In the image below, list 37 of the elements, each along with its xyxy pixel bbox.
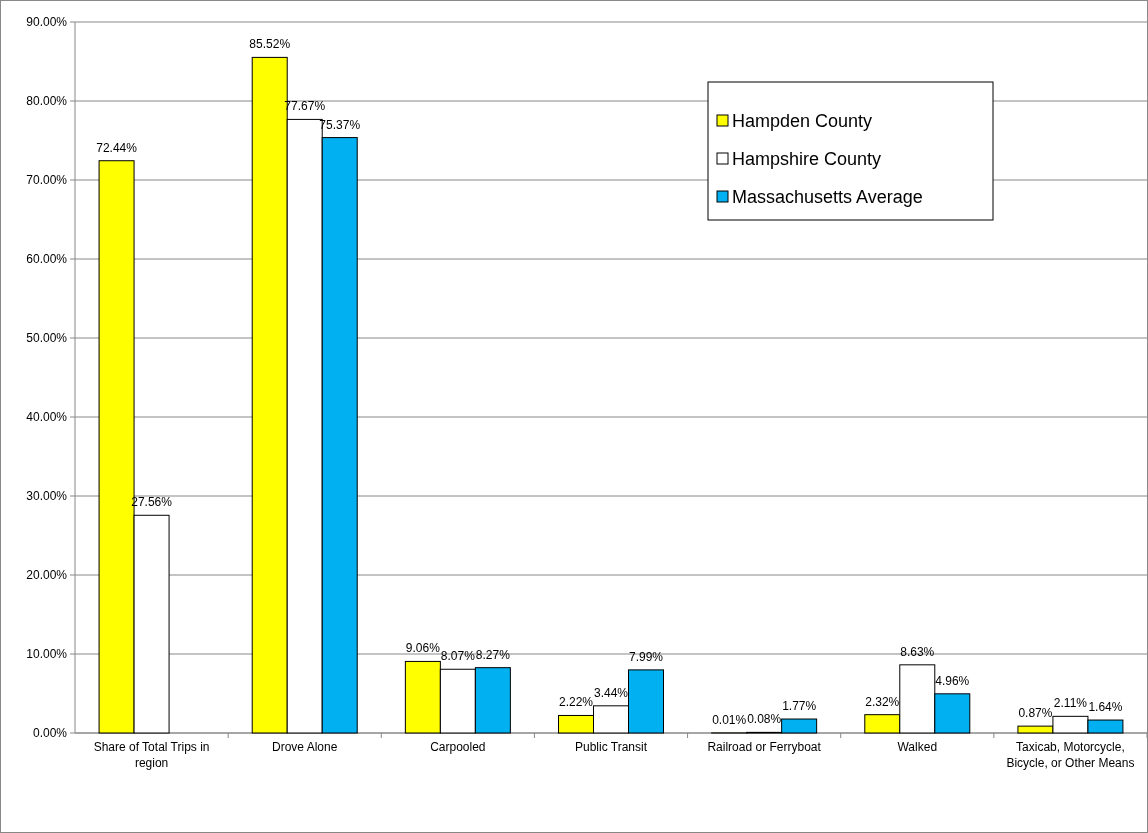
y-tick-label: 80.00%: [26, 94, 68, 109]
x-tick-label: Railroad or Ferryboat: [707, 740, 822, 754]
x-tick-label: Drove Alone: [272, 740, 338, 754]
x-tick-label: Carpooled: [430, 740, 486, 754]
data-label: 8.63%: [900, 644, 935, 659]
data-label: 0.01%: [712, 712, 747, 727]
data-label: 2.32%: [865, 694, 900, 709]
data-label: 1.77%: [782, 699, 817, 714]
data-label: 0.08%: [747, 712, 782, 727]
data-label: 3.44%: [593, 685, 629, 700]
legend-label: Hampden County: [732, 111, 873, 132]
data-label: 0.87%: [1018, 706, 1053, 721]
y-tick-label: 0.00%: [32, 726, 68, 741]
x-tick-label: Walked: [897, 740, 938, 754]
y-tick-label: 50.00%: [26, 331, 68, 346]
legend-label: Hampshire County: [732, 149, 882, 170]
data-label: 7.99%: [628, 649, 664, 664]
data-label: 4.96%: [935, 673, 970, 688]
data-label: 8.27%: [475, 647, 511, 662]
data-label: 85.52%: [249, 37, 291, 52]
data-label: 9.06%: [405, 641, 441, 656]
data-label: 8.07%: [440, 649, 476, 664]
y-tick-label: 30.00%: [26, 489, 68, 504]
x-tick-label: Taxicab, Motorcycle, Bicycle, or Other Means: [1006, 740, 1135, 770]
x-tick-label: Share of Total Trips in region: [93, 740, 210, 770]
y-tick-label: 70.00%: [26, 173, 68, 188]
data-label: 2.11%: [1053, 696, 1088, 711]
y-tick-label: 10.00%: [26, 647, 68, 662]
data-label: 2.22%: [558, 695, 594, 710]
y-tick-label: 20.00%: [26, 568, 68, 583]
y-tick-label: 40.00%: [26, 410, 68, 425]
legend-label: Massachusetts Average: [732, 187, 923, 208]
y-tick-label: 90.00%: [26, 15, 68, 30]
y-tick-label: 60.00%: [26, 252, 68, 267]
x-tick-label: Public Transit: [574, 740, 648, 754]
data-label: 72.44%: [96, 140, 138, 155]
data-label: 1.64%: [1088, 700, 1123, 715]
